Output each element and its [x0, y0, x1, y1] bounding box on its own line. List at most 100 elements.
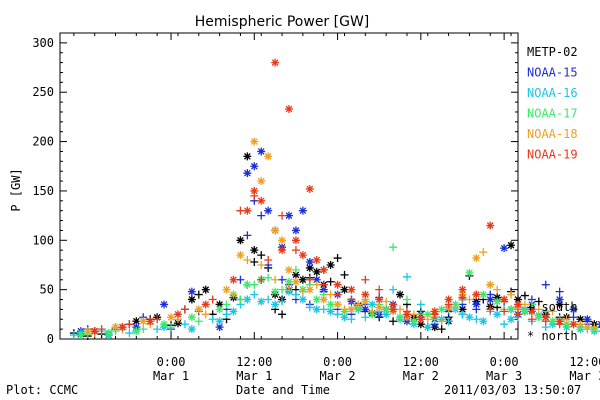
- north-point: [236, 251, 244, 259]
- north-point: [236, 236, 244, 244]
- south-point: [209, 296, 217, 304]
- south-point: [195, 317, 203, 325]
- north-point: [313, 296, 321, 304]
- x-tick-date-label: Mar 3: [486, 369, 522, 383]
- north-point: [327, 307, 335, 315]
- north-point: [472, 300, 480, 308]
- north-point: [465, 313, 473, 321]
- north-point: [396, 291, 404, 299]
- north-point: [542, 313, 550, 321]
- north-point: [431, 307, 439, 315]
- south-point: [125, 329, 133, 337]
- south-point: [243, 256, 251, 264]
- north-point: [216, 317, 224, 325]
- north-point: [507, 241, 515, 249]
- south-point: [278, 276, 286, 284]
- north-point: [188, 296, 196, 304]
- south-point: [327, 291, 335, 299]
- north-point: [306, 258, 314, 266]
- north-point: [507, 315, 515, 323]
- south-point: [153, 325, 161, 333]
- north-point: [202, 286, 210, 294]
- south-point: [139, 325, 147, 333]
- north-point: [403, 310, 411, 318]
- north-point: [570, 320, 578, 328]
- north-point: [188, 325, 196, 333]
- north-point: [306, 286, 314, 294]
- x-tick-date-label: Mar 1: [153, 369, 189, 383]
- x-tick-time-label: 12:00: [403, 355, 439, 369]
- y-tick-label: 250: [32, 85, 54, 99]
- north-point: [292, 236, 300, 244]
- north-point: [327, 300, 335, 308]
- south-point: [556, 288, 564, 296]
- plot-credit: Plot: CCMC: [6, 383, 78, 397]
- south-point: [299, 288, 307, 296]
- y-tick-label: 100: [32, 233, 54, 247]
- south-point: [403, 296, 411, 304]
- north-point: [264, 207, 272, 215]
- north-point: [299, 207, 307, 215]
- south-point: [327, 278, 335, 286]
- north-point: [306, 185, 314, 193]
- north-point: [132, 327, 140, 335]
- south-point: [465, 296, 473, 304]
- legend-entry: NOAA-19: [527, 148, 578, 162]
- north-point: [493, 297, 501, 305]
- south-point: [153, 315, 161, 323]
- x-axis-label: Date and Time: [236, 383, 330, 397]
- north-point: [112, 323, 120, 331]
- south-point: [264, 274, 272, 282]
- north-point: [535, 313, 543, 321]
- x-tick-time-label: 0:00: [323, 355, 352, 369]
- north-point: [243, 296, 251, 304]
- north-point: [583, 323, 591, 331]
- south-point: [195, 291, 203, 299]
- north-point: [334, 281, 342, 289]
- south-point: [257, 251, 265, 259]
- north-point: [458, 286, 466, 294]
- legend-entry: NOAA-16: [527, 86, 578, 100]
- north-point: [347, 305, 355, 313]
- south-point: [361, 276, 369, 284]
- north-point: [188, 288, 196, 296]
- north-point: [278, 246, 286, 254]
- north-point: [556, 317, 564, 325]
- north-point: [77, 331, 85, 339]
- north-point: [257, 197, 265, 205]
- north-point: [243, 152, 251, 160]
- x-tick-time-label: 12:00: [569, 355, 600, 369]
- south-point: [250, 258, 258, 266]
- north-point: [472, 291, 480, 299]
- south-point: [341, 305, 349, 313]
- y-tick-label: 200: [32, 135, 54, 149]
- north-point: [167, 313, 175, 321]
- north-point: [334, 300, 342, 308]
- south-point: [493, 286, 501, 294]
- north-point: [250, 187, 258, 195]
- legend: METP-02NOAA-15NOAA-16NOAA-17NOAA-18NOAA-…: [527, 45, 578, 162]
- north-point: [223, 286, 231, 294]
- north-point: [341, 286, 349, 294]
- y-tick-label: 300: [32, 36, 54, 50]
- south-point: [125, 320, 133, 328]
- north-point: [229, 307, 237, 315]
- south-point: [542, 281, 550, 289]
- x-tick-time-label: 0:00: [490, 355, 519, 369]
- north-point: [139, 317, 147, 325]
- north-point: [549, 317, 557, 325]
- north-point: [146, 317, 154, 325]
- south-point: [479, 248, 487, 256]
- series-noaa-19: [91, 59, 578, 335]
- south-point: [375, 286, 383, 294]
- south-point: [472, 315, 480, 323]
- north-point: [424, 323, 432, 331]
- south-point: [243, 231, 251, 239]
- south-point: [500, 320, 508, 328]
- north-point: [202, 300, 210, 308]
- north-point: [243, 207, 251, 215]
- south-point: [347, 296, 355, 304]
- x-tick-time-label: 0:00: [157, 355, 186, 369]
- north-point: [91, 327, 99, 335]
- north-point: [292, 278, 300, 286]
